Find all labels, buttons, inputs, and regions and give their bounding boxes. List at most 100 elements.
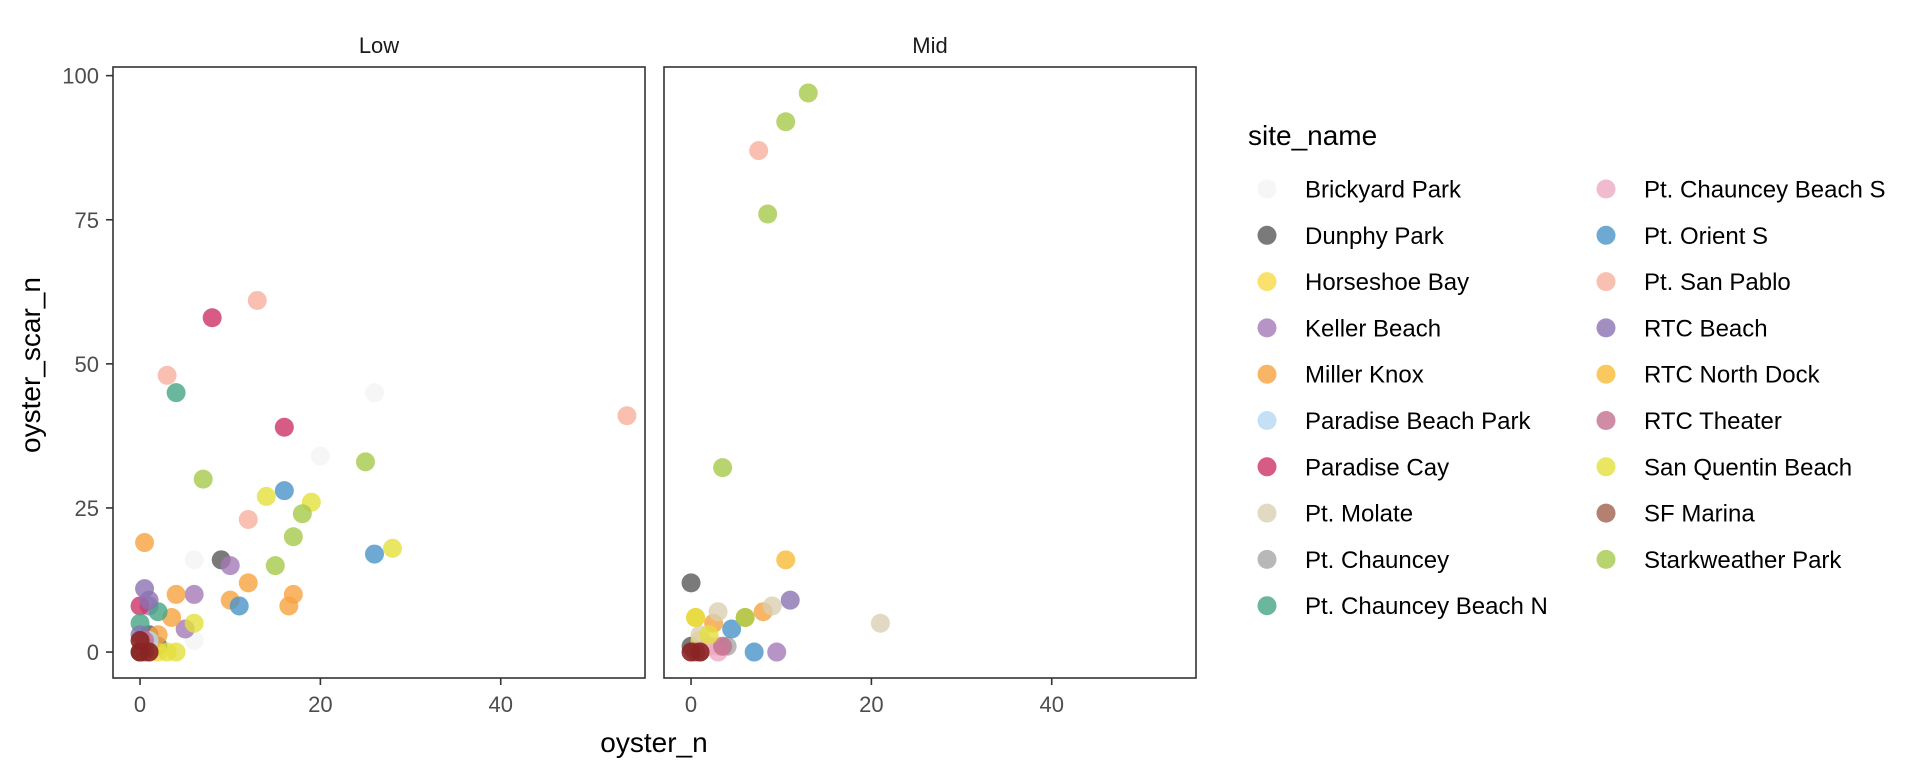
data-point bbox=[202, 308, 222, 328]
data-point bbox=[762, 596, 782, 616]
legend-key bbox=[1596, 503, 1616, 523]
x-tick-label: 20 bbox=[859, 692, 883, 717]
legend-item: Starkweather Park bbox=[1596, 547, 1842, 574]
legend-label: Brickyard Park bbox=[1305, 177, 1462, 204]
facet-panel-low: Low 0 20 40 0 25 50 75 100 bbox=[62, 33, 646, 717]
y-tick-label: 75 bbox=[75, 208, 99, 233]
data-point bbox=[617, 406, 637, 426]
data-point bbox=[274, 481, 294, 501]
data-point bbox=[166, 383, 186, 403]
legend-title: site_name bbox=[1248, 120, 1377, 151]
data-point bbox=[364, 383, 384, 403]
legend-label: Pt. Molate bbox=[1305, 501, 1413, 528]
data-point bbox=[767, 642, 787, 662]
data-point bbox=[870, 613, 890, 633]
data-point bbox=[744, 642, 764, 662]
legend-label: Starkweather Park bbox=[1644, 547, 1842, 574]
legend-item: Pt. Chauncey Beach N bbox=[1257, 593, 1548, 620]
data-point bbox=[283, 527, 303, 547]
points-mid bbox=[681, 83, 890, 662]
legend-key bbox=[1257, 272, 1277, 292]
data-point bbox=[166, 584, 186, 604]
x-tick-label: 0 bbox=[685, 692, 697, 717]
data-point bbox=[735, 607, 755, 627]
data-point bbox=[279, 596, 299, 616]
data-point bbox=[310, 446, 330, 466]
data-point bbox=[749, 141, 769, 161]
legend-item: Pt. Chauncey bbox=[1257, 547, 1449, 574]
legend-label: SF Marina bbox=[1644, 501, 1755, 528]
legend-item: Paradise Cay bbox=[1257, 454, 1449, 481]
legend-label: RTC North Dock bbox=[1644, 362, 1821, 389]
data-point bbox=[139, 590, 159, 610]
panel-border bbox=[663, 66, 1197, 679]
legend-item: San Quentin Beach bbox=[1596, 454, 1852, 481]
facet-label-low: Low bbox=[359, 33, 399, 58]
legend-key bbox=[1257, 364, 1277, 384]
data-point bbox=[193, 469, 213, 489]
legend-item: Paradise Beach Park bbox=[1257, 408, 1531, 435]
legend-key bbox=[1596, 364, 1616, 384]
data-point bbox=[229, 596, 249, 616]
data-point bbox=[135, 533, 155, 553]
data-point bbox=[681, 573, 701, 593]
data-point bbox=[274, 417, 294, 437]
legend-item: SF Marina bbox=[1596, 501, 1755, 528]
points-low bbox=[130, 290, 637, 662]
legend-key bbox=[1596, 549, 1616, 569]
legend-item: Pt. Molate bbox=[1257, 501, 1413, 528]
legend-item: Pt. San Pablo bbox=[1596, 269, 1791, 296]
x-axis-title: oyster_n bbox=[600, 727, 707, 758]
x-tick-label: 40 bbox=[1039, 692, 1063, 717]
x-tick-label: 0 bbox=[134, 692, 146, 717]
legend-item: RTC North Dock bbox=[1596, 362, 1821, 389]
y-tick-label: 100 bbox=[62, 64, 99, 89]
data-point bbox=[699, 625, 719, 645]
legend-item: Horseshoe Bay bbox=[1257, 269, 1469, 296]
legend-key bbox=[1596, 457, 1616, 477]
data-point bbox=[247, 290, 267, 310]
legend-key bbox=[1596, 411, 1616, 430]
legend-label: Pt. Orient S bbox=[1644, 223, 1768, 250]
legend-key bbox=[1596, 179, 1616, 199]
legend-label: Dunphy Park bbox=[1305, 223, 1445, 250]
panel-border bbox=[112, 66, 646, 679]
legend-label: Paradise Beach Park bbox=[1305, 408, 1531, 435]
legend-item: Pt. Chauncey Beach S bbox=[1596, 177, 1885, 204]
legend-key bbox=[1257, 179, 1277, 199]
data-point bbox=[722, 619, 742, 639]
data-point bbox=[355, 452, 375, 472]
facet-panel-mid: Mid 0 20 40 bbox=[663, 33, 1197, 717]
x-tick-label: 40 bbox=[488, 692, 512, 717]
legend-label: San Quentin Beach bbox=[1644, 454, 1852, 481]
data-point bbox=[256, 486, 276, 506]
legend-key bbox=[1257, 318, 1277, 338]
data-point bbox=[686, 607, 706, 627]
legend-item: Miller Knox bbox=[1257, 362, 1424, 389]
legend-label: Pt. Chauncey bbox=[1305, 547, 1449, 574]
y-tick-label: 25 bbox=[75, 496, 99, 521]
y-tick-label: 50 bbox=[75, 352, 99, 377]
data-point bbox=[292, 504, 312, 524]
data-point bbox=[157, 642, 177, 662]
data-point bbox=[690, 642, 710, 662]
facet-label-mid: Mid bbox=[912, 33, 947, 58]
y-axis-title: oyster_scar_n bbox=[15, 277, 46, 453]
data-point bbox=[708, 602, 728, 622]
facet-panels: Low 0 20 40 0 25 50 75 100 Mid 0 20 40 bbox=[62, 33, 1197, 717]
data-point bbox=[798, 83, 818, 103]
legend-label: Miller Knox bbox=[1305, 362, 1424, 389]
data-point bbox=[364, 544, 384, 564]
data-point bbox=[238, 509, 258, 529]
legend-label: RTC Beach bbox=[1644, 315, 1768, 342]
legend-label: Pt. San Pablo bbox=[1644, 269, 1791, 296]
y-tick-label: 0 bbox=[87, 640, 99, 665]
legend-key bbox=[1257, 411, 1277, 430]
legend-label: Keller Beach bbox=[1305, 315, 1441, 342]
data-point bbox=[184, 550, 204, 570]
legend-key bbox=[1257, 549, 1277, 569]
legend-key bbox=[1257, 596, 1277, 616]
data-point bbox=[130, 631, 150, 651]
data-point bbox=[265, 556, 285, 576]
